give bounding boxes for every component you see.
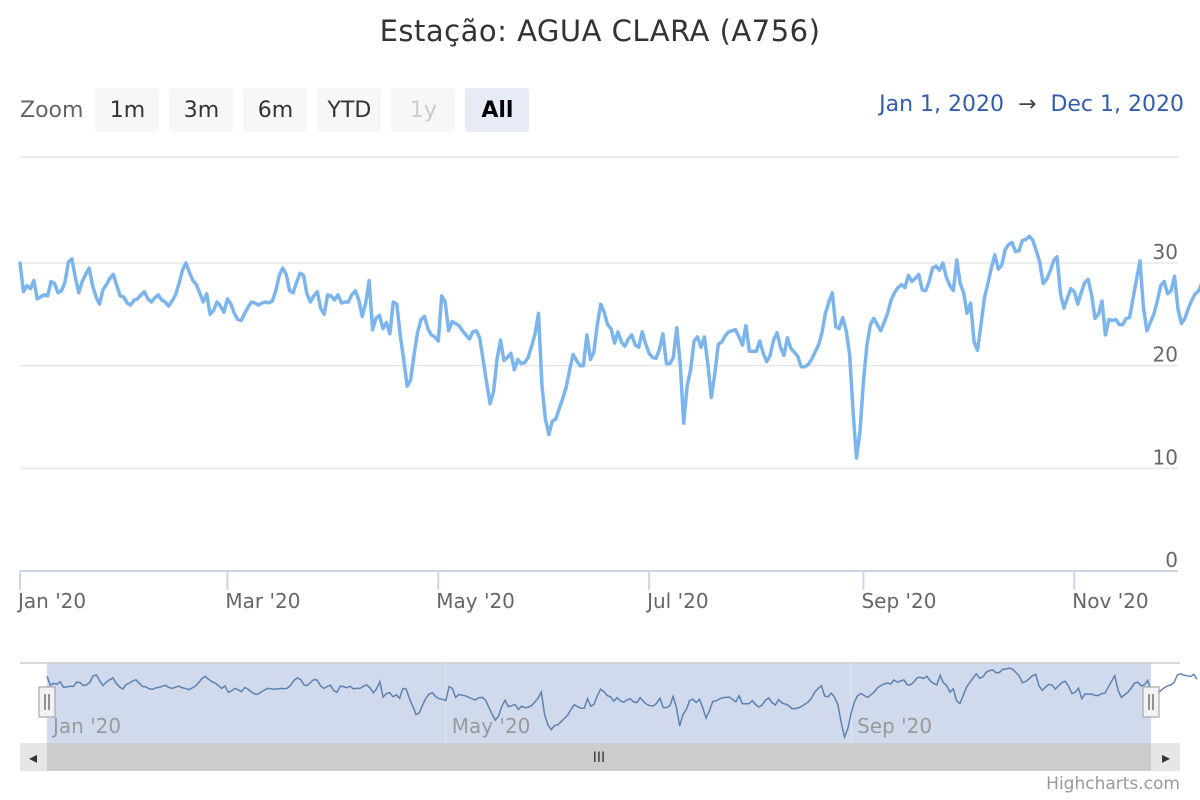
- y-tick-label: 30: [1153, 240, 1178, 264]
- grid-lines: [20, 156, 1178, 470]
- scrollbar-thumb[interactable]: [47, 743, 1151, 771]
- zoom-all-button[interactable]: All: [465, 88, 530, 132]
- navigator-series-line: [46, 667, 1198, 740]
- y-tick-label: 10: [1153, 445, 1178, 469]
- navigator-tick-label: May '20: [452, 714, 531, 738]
- range-arrow-icon: →: [1018, 92, 1037, 117]
- y-tick-label: 0: [1165, 548, 1178, 572]
- x-tick-label: Mar '20: [225, 589, 300, 613]
- range-to-input[interactable]: Dec 1, 2020: [1050, 92, 1184, 117]
- navigator: Jan '20 May '20 Sep '20: [20, 662, 1198, 743]
- scrollbar-right-arrow-icon: ▸: [1162, 748, 1170, 767]
- x-tick-label: May '20: [436, 589, 515, 613]
- zoom-1y-button: 1y: [391, 88, 456, 132]
- zoom-ytd-button[interactable]: YTD: [317, 88, 382, 132]
- series-line: [18, 234, 1200, 460]
- navigator-handle-left[interactable]: [38, 686, 56, 718]
- date-range: Jan 1, 2020 → Dec 1, 2020: [879, 92, 1184, 117]
- y-axis: 0 10 20 30: [1153, 240, 1178, 572]
- navigator-handle-right[interactable]: [1142, 686, 1160, 718]
- scrollbar[interactable]: ◂ III ▸: [20, 743, 1180, 771]
- credit-link[interactable]: Highcharts.com: [1046, 774, 1180, 794]
- navigator-tick-label: Sep '20: [857, 714, 932, 738]
- zoom-bar: Zoom 1m 3m 6m YTD 1y All: [20, 88, 539, 132]
- range-from-input[interactable]: Jan 1, 2020: [879, 92, 1005, 117]
- x-tick-label: Nov '20: [1072, 589, 1148, 613]
- scrollbar-left-button[interactable]: [20, 743, 47, 771]
- zoom-label: Zoom: [20, 97, 84, 123]
- zoom-1m-button[interactable]: 1m: [95, 88, 160, 132]
- y-tick-label: 20: [1153, 343, 1178, 367]
- zoom-6m-button[interactable]: 6m: [243, 88, 308, 132]
- x-tick-label: Jan '20: [16, 589, 86, 613]
- scrollbar-grip: III: [593, 750, 605, 766]
- navigator-selection[interactable]: [47, 663, 1151, 743]
- x-tick-label: Jul '20: [645, 589, 708, 613]
- zoom-3m-button[interactable]: 3m: [169, 88, 234, 132]
- chart-title: Estação: AGUA CLARA (A756): [379, 14, 821, 48]
- plot-area: [18, 234, 1200, 460]
- x-axis: Jan '20 Mar '20 May '20 Jul '20 Sep '20 Nov '…: [16, 570, 1178, 613]
- navigator-tick-label: Jan '20: [51, 714, 121, 738]
- scrollbar-right-button[interactable]: [1151, 743, 1180, 771]
- scrollbar-left-arrow-icon: ◂: [29, 748, 37, 767]
- x-tick-label: Sep '20: [861, 589, 936, 613]
